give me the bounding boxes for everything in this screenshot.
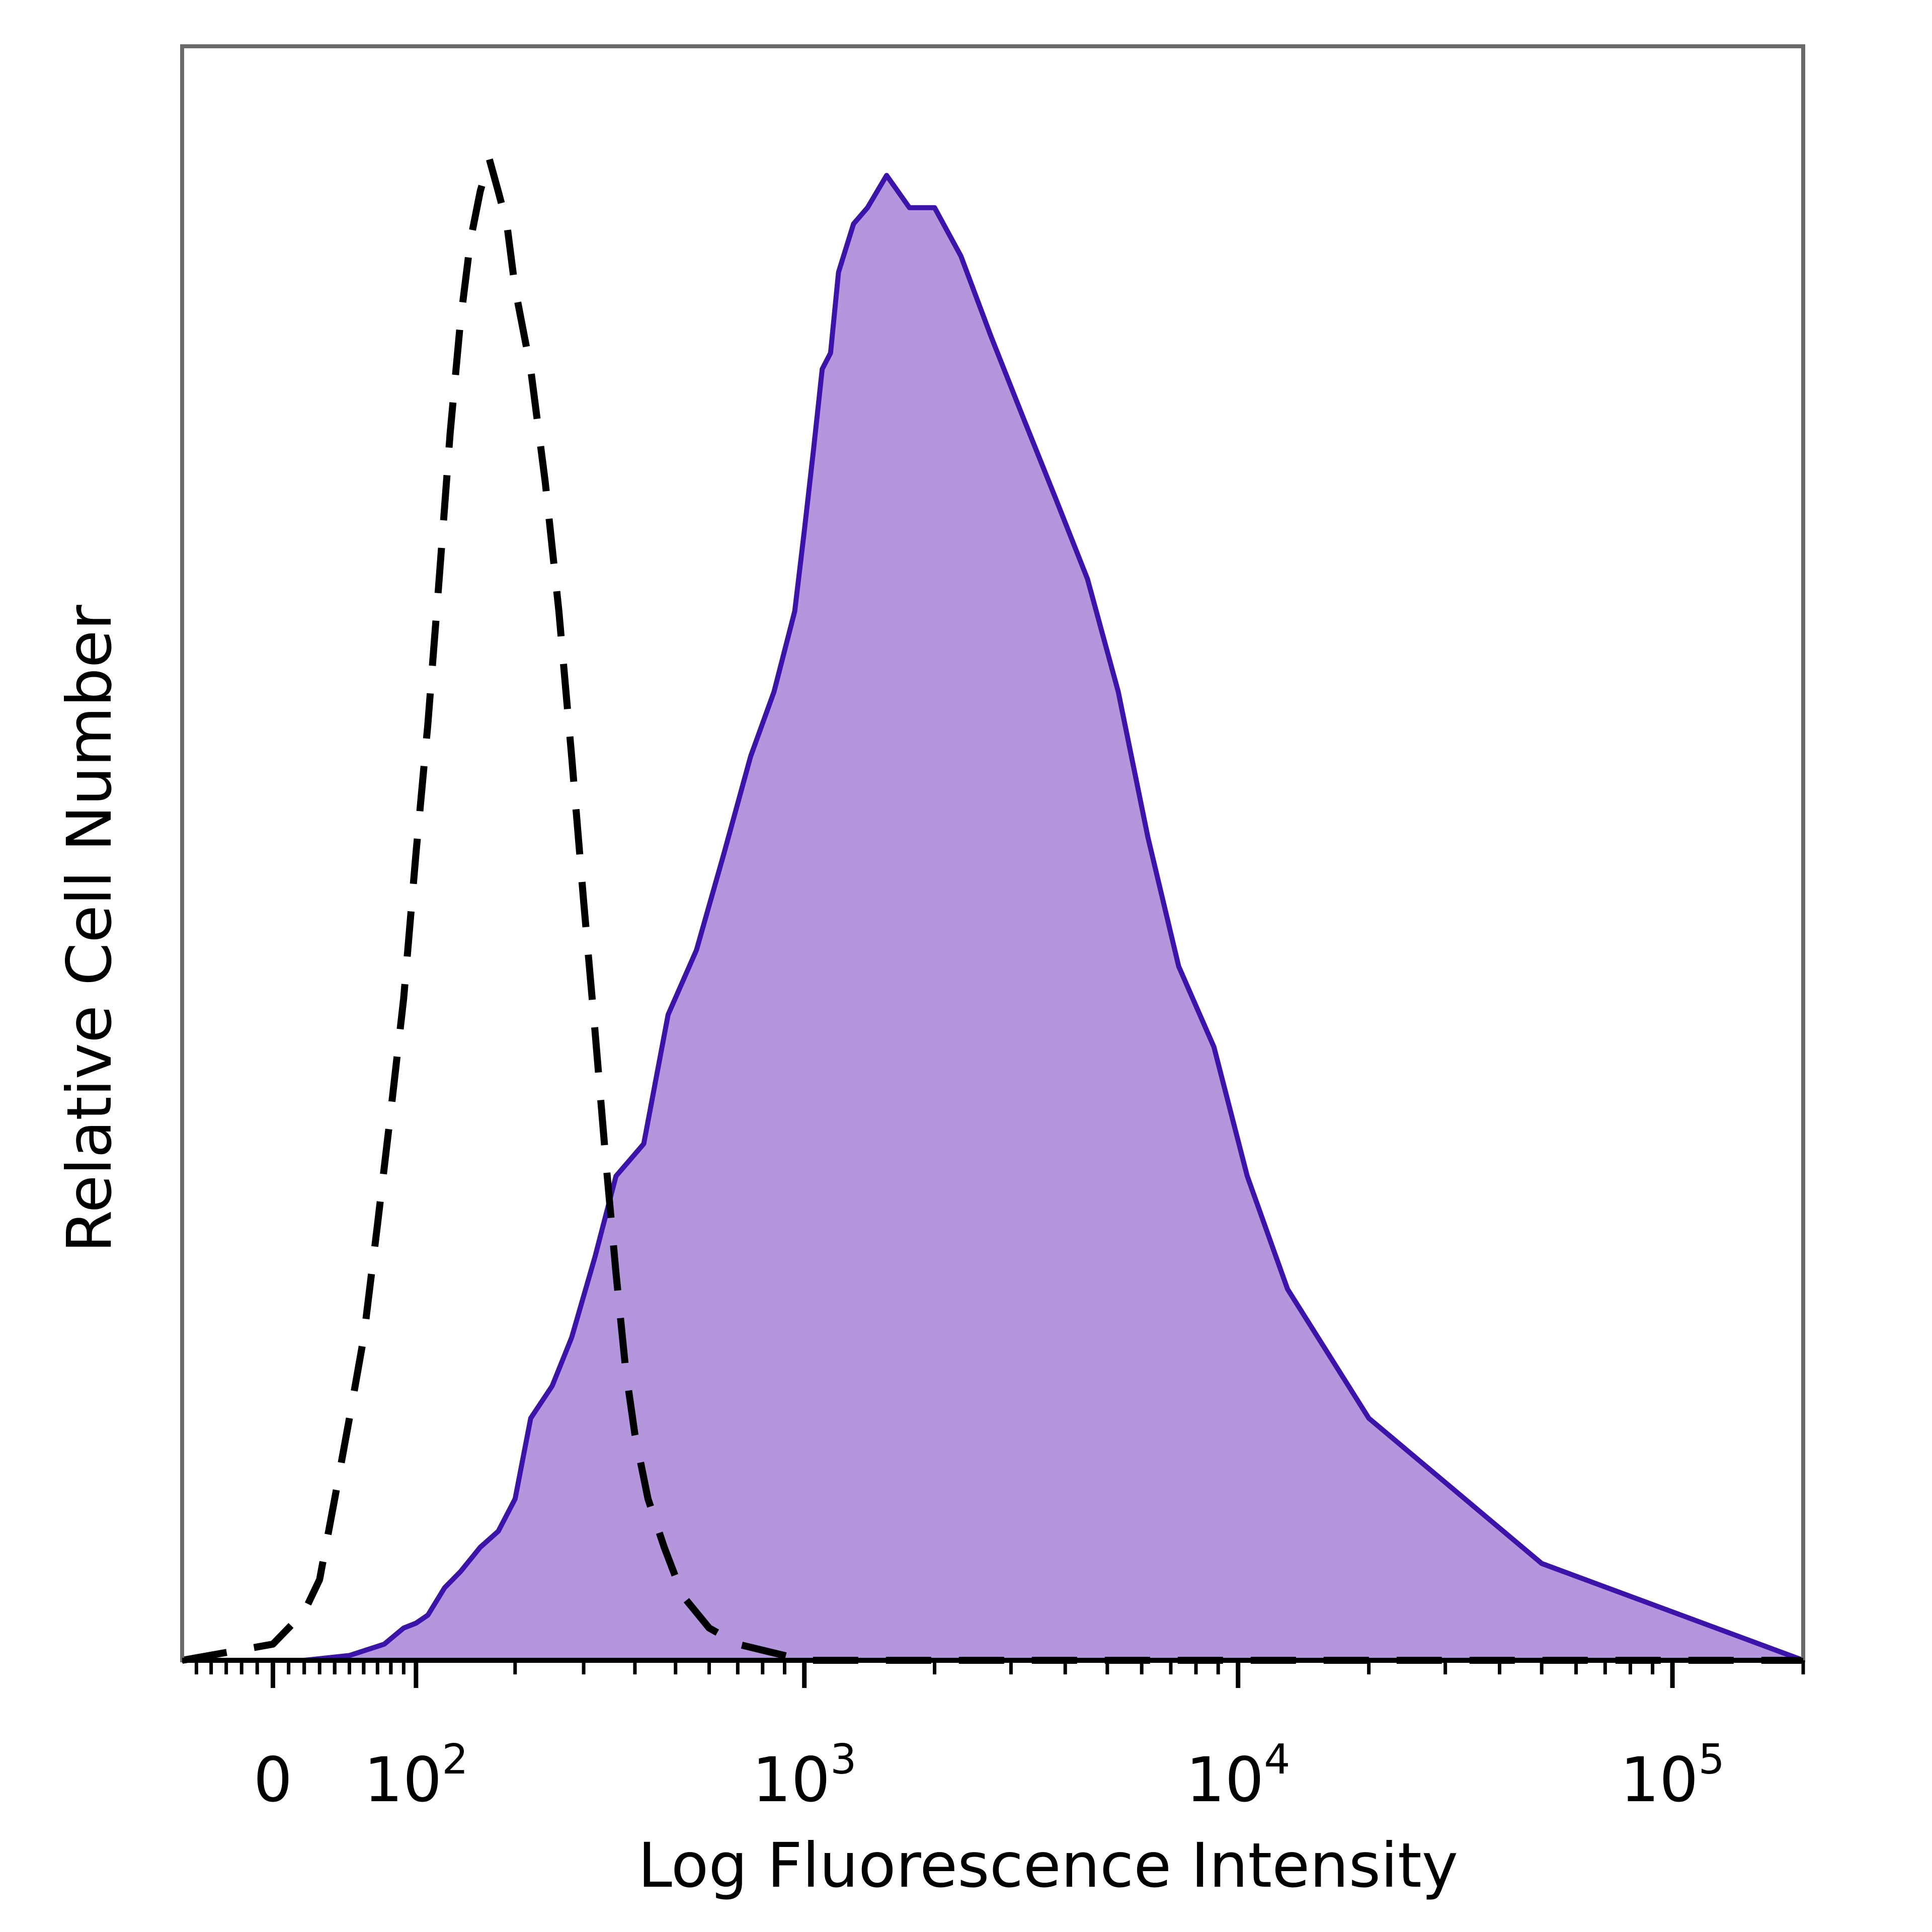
x-tick-label-3: 104 bbox=[1186, 1736, 1290, 1816]
histogram-fill-0 bbox=[182, 175, 1803, 1660]
x-axis: 0 102 103 104 105 bbox=[182, 1658, 1805, 1816]
isotype-control-dashed-line bbox=[181, 155, 1803, 1664]
histogram-outline-0 bbox=[182, 173, 1804, 1663]
x-tick-label-0: 0 bbox=[254, 1744, 293, 1816]
x-tick-label-4: 105 bbox=[1620, 1736, 1724, 1816]
x-axis-label: Log Fluorescence Intensity bbox=[638, 1830, 1458, 1901]
x-tick-label-1: 102 bbox=[364, 1736, 468, 1816]
series-layer bbox=[181, 155, 1804, 1664]
y-axis-label: Relative Cell Number bbox=[54, 604, 125, 1253]
x-tick-label-2: 103 bbox=[752, 1736, 856, 1816]
